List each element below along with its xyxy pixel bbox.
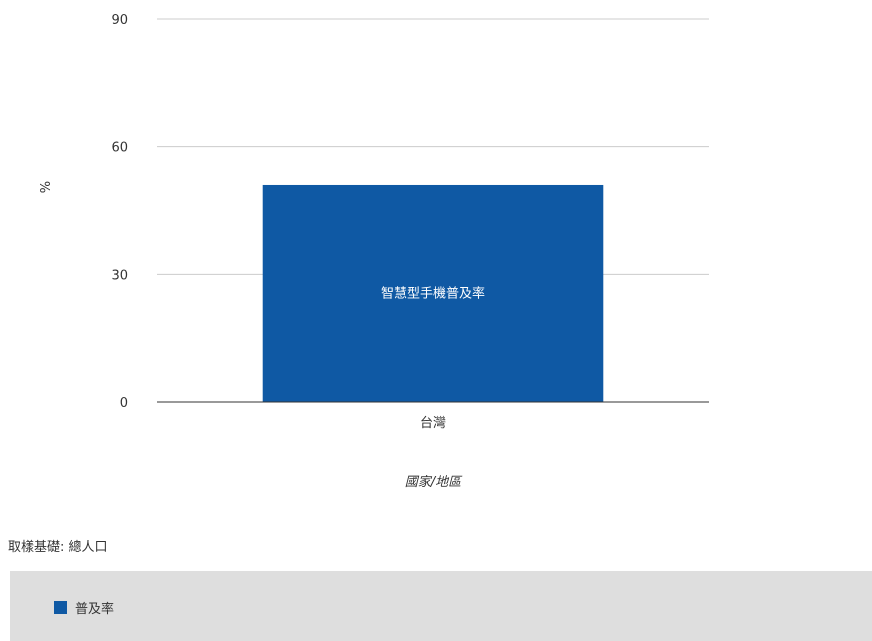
legend-item[interactable]: 普及率 xyxy=(54,598,114,617)
y-tick-label: 30 xyxy=(111,268,128,283)
legend-label: 普及率 xyxy=(75,602,115,617)
y-axis-title: % xyxy=(39,181,54,193)
y-tick-label: 0 xyxy=(120,396,128,411)
chart-area: 智慧型手機普及率 0 30 60 90 台灣 % 國家/地區 xyxy=(39,13,709,490)
bar xyxy=(262,184,604,402)
x-axis-title: 國家/地區 xyxy=(405,474,463,490)
legend-swatch xyxy=(54,601,67,614)
legend: 普及率 xyxy=(10,571,872,641)
sample-basis-note: 取樣基礎: 總人口 xyxy=(8,540,108,555)
y-tick-label: 90 xyxy=(111,13,128,28)
bar-data-label: 智慧型手機普及率 xyxy=(381,285,485,301)
y-tick-label: 60 xyxy=(111,141,128,156)
x-tick-label: 台灣 xyxy=(420,416,446,431)
